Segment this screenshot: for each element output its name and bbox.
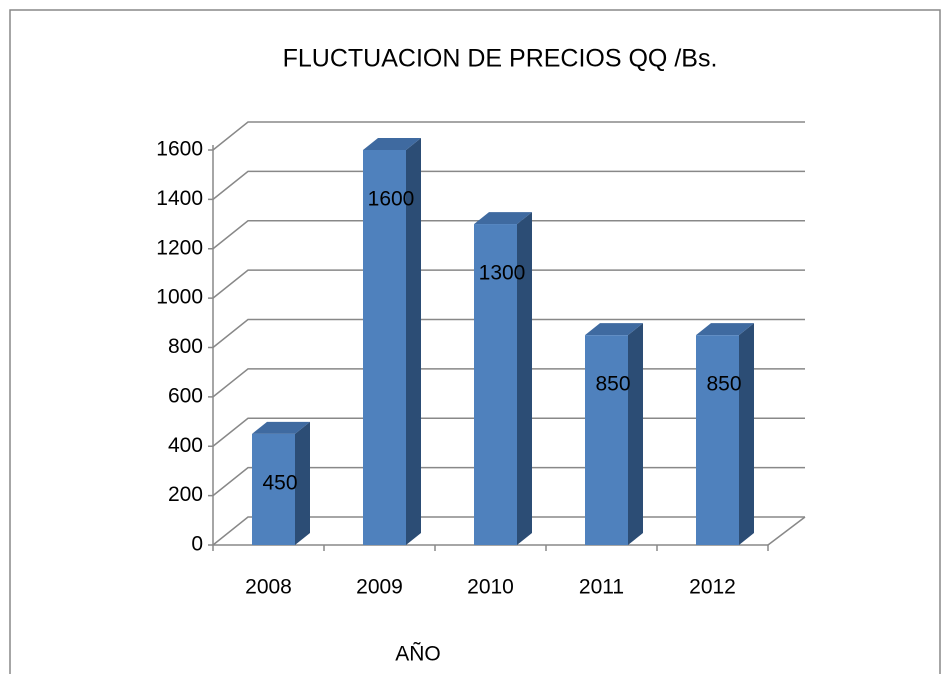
bar-side — [295, 421, 310, 545]
frame — [9, 9, 941, 674]
y-tick-label: 1600 — [156, 138, 203, 161]
bar-top — [696, 323, 754, 336]
x-tick-label: 2010 — [467, 576, 514, 599]
grid-line — [212, 318, 805, 349]
x-tick-label: 2012 — [689, 576, 736, 599]
data-label: 1300 — [479, 262, 526, 285]
y-tick-label: 0 — [191, 533, 203, 556]
x-tick-label: 2011 — [579, 576, 624, 599]
bar-side — [628, 323, 643, 545]
grid-line — [212, 121, 805, 151]
x-tick-label: 2009 — [356, 576, 403, 599]
bar-top — [585, 323, 643, 336]
y-tick-label: 200 — [168, 483, 203, 506]
y-tick-label: 800 — [168, 335, 203, 358]
grid-line — [212, 170, 805, 200]
x-tick-label: 2008 — [245, 576, 292, 599]
floor-edge — [767, 516, 806, 546]
data-label: 1600 — [368, 188, 415, 211]
bar — [696, 335, 739, 545]
bar — [252, 433, 295, 545]
bar-top — [474, 212, 532, 225]
y-tick-label: 1200 — [156, 236, 203, 259]
x-axis-label: AÑO — [395, 642, 441, 666]
bar — [585, 335, 628, 545]
bar-top — [363, 138, 421, 150]
y-tick-label: 600 — [168, 384, 203, 407]
chart-title: FLUCTUACION DE PRECIOS QQ /Bs. — [283, 45, 718, 73]
bar-side — [739, 323, 754, 545]
bar-side — [517, 212, 532, 545]
bar — [363, 150, 406, 545]
data-label: 850 — [595, 373, 630, 396]
y-tick-label: 1400 — [156, 187, 203, 210]
bar — [474, 224, 517, 545]
data-label: 850 — [706, 373, 741, 396]
data-label: 450 — [262, 471, 297, 494]
y-tick-label: 400 — [168, 434, 203, 457]
grid-line — [212, 269, 805, 299]
bar-top — [252, 421, 310, 434]
grid-line — [212, 220, 805, 250]
bar-side — [406, 138, 421, 545]
y-tick-label: 1000 — [156, 286, 203, 309]
